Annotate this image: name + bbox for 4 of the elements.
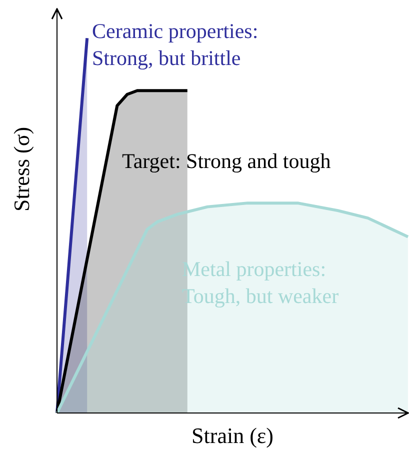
- y-axis-title: Stress (σ): [8, 126, 34, 212]
- x-axis-title: Strain (ε): [192, 423, 274, 448]
- series-label: Ceramic properties: Strong, but brittle: [92, 18, 260, 72]
- series-label: Target: Strong and tough: [122, 148, 331, 175]
